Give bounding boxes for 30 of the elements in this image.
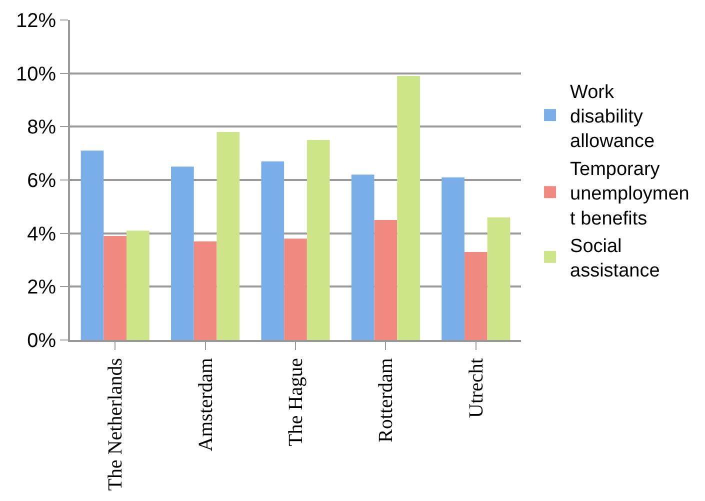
legend-label: Temporary unemployment benefits [570, 158, 690, 230]
bar [261, 161, 284, 340]
bar [374, 220, 398, 340]
bar [442, 177, 464, 340]
bar [397, 76, 420, 340]
bar [351, 174, 374, 340]
bar [487, 217, 510, 340]
y-tick-label: 8% [27, 116, 56, 139]
x-tick-label: Rotterdam [375, 358, 398, 442]
y-tick-label: 2% [27, 276, 56, 299]
bar [216, 132, 240, 340]
x-tick-label: Amsterdam [194, 358, 217, 452]
x-tick-label: The Netherlands [104, 358, 127, 491]
y-tick-label: 0% [27, 330, 56, 352]
bar [126, 230, 150, 340]
x-tick-label: The Hague [285, 358, 307, 446]
bar [104, 236, 127, 340]
x-tick-label: Utrecht [465, 358, 488, 418]
bar [306, 140, 330, 340]
y-tick-label: 12% [16, 10, 56, 32]
y-tick-label: 10% [16, 63, 56, 86]
y-tick-label: 6% [27, 170, 56, 192]
bar [80, 150, 104, 340]
bar [464, 252, 488, 340]
bar [171, 166, 194, 340]
bar [194, 241, 217, 340]
y-tick-label: 4% [27, 223, 56, 246]
bar [284, 238, 307, 340]
legend-label: Work disability allowance [570, 82, 655, 152]
legend-label: Social assistance [570, 236, 660, 282]
